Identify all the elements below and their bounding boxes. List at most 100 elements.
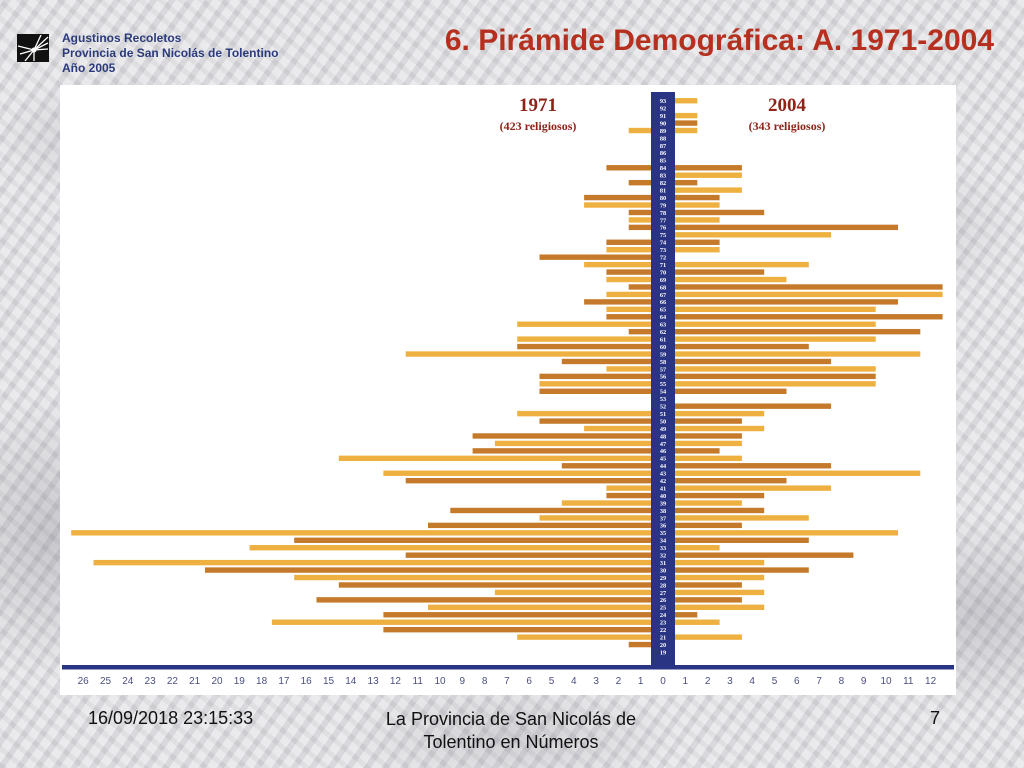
age-label: 75 bbox=[660, 232, 666, 239]
bar-2004-age-75 bbox=[675, 232, 832, 238]
org-year: Año 2005 bbox=[62, 61, 116, 75]
bar-2004-age-44 bbox=[675, 463, 832, 469]
age-label: 85 bbox=[660, 158, 666, 165]
age-label: 60 bbox=[660, 344, 666, 351]
bar-2004-age-39 bbox=[675, 500, 742, 506]
bars-1971 bbox=[71, 127, 651, 648]
x-tick-label: 8 bbox=[482, 676, 488, 687]
x-tick-label: 26 bbox=[78, 676, 90, 687]
bar-1971-age-71 bbox=[584, 261, 651, 268]
age-label: 65 bbox=[660, 307, 666, 314]
age-label: 73 bbox=[660, 247, 666, 254]
bar-2004-age-66 bbox=[675, 299, 898, 305]
x-tick-label: 5 bbox=[549, 676, 555, 687]
bar-2004-age-32 bbox=[675, 552, 854, 558]
x-tick-label: 16 bbox=[301, 676, 313, 687]
bar-2004-age-81 bbox=[675, 187, 742, 193]
age-label: 49 bbox=[660, 426, 666, 433]
x-tick-labels: 26 25 24 23 22 21 20 19 18 17 16 15 14 13 12 11 10 9 8 7 6 5 4… bbox=[78, 676, 937, 687]
bar-2004-age-45 bbox=[675, 455, 742, 462]
bar-1971-age-41 bbox=[606, 485, 651, 491]
bar-1971-age-68 bbox=[628, 284, 651, 290]
bar-1971-age-21 bbox=[517, 634, 651, 640]
bar-2004-age-60 bbox=[675, 343, 809, 350]
heading-2004: 2004 bbox=[768, 95, 807, 116]
bar-1971-age-74 bbox=[606, 239, 651, 245]
bar-1971-age-36 bbox=[428, 522, 651, 529]
bar-2004-age-90 bbox=[675, 120, 698, 126]
x-tick-label: 6 bbox=[526, 676, 532, 687]
age-label: 37 bbox=[660, 515, 666, 522]
bar-1971-age-35 bbox=[71, 530, 651, 536]
age-label: 56 bbox=[660, 374, 666, 381]
pyramid-svg: 9392919089888786858483828180797877767574… bbox=[62, 92, 954, 687]
age-label: 32 bbox=[660, 553, 666, 560]
x-tick-label: 7 bbox=[504, 676, 510, 687]
age-label: 76 bbox=[660, 225, 666, 232]
age-label: 25 bbox=[660, 605, 666, 612]
bar-2004-age-52 bbox=[675, 403, 832, 409]
bar-2004-age-69 bbox=[675, 276, 787, 283]
x-tick-label: 0 bbox=[660, 676, 666, 687]
bar-2004-age-43 bbox=[675, 470, 921, 476]
bar-1971-age-67 bbox=[606, 291, 651, 298]
bar-1971-age-58 bbox=[561, 358, 651, 365]
age-label: 64 bbox=[660, 314, 667, 321]
subheading-1971: (423 religiosos) bbox=[500, 119, 577, 133]
age-label: 86 bbox=[660, 150, 666, 157]
x-tick-label: 25 bbox=[100, 676, 112, 687]
age-label: 66 bbox=[660, 299, 666, 306]
age-label: 70 bbox=[660, 269, 666, 276]
age-label: 83 bbox=[660, 173, 666, 180]
bar-2004-age-47 bbox=[675, 440, 742, 447]
bar-2004-age-64 bbox=[675, 314, 943, 320]
age-label: 39 bbox=[660, 500, 666, 507]
bar-1971-age-78 bbox=[628, 209, 651, 216]
bar-1971-age-32 bbox=[405, 552, 651, 558]
bar-2004-age-35 bbox=[675, 530, 898, 536]
bar-1971-age-73 bbox=[606, 247, 651, 253]
age-labels: 9392919089888786858483828180797877767574… bbox=[660, 98, 667, 656]
bar-1971-age-61 bbox=[517, 336, 651, 342]
age-label: 53 bbox=[660, 396, 666, 403]
age-label: 20 bbox=[660, 642, 666, 649]
age-label: 44 bbox=[660, 463, 667, 470]
bar-2004-age-78 bbox=[675, 209, 765, 216]
x-tick-label: 18 bbox=[256, 676, 268, 687]
bar-1971-age-64 bbox=[606, 314, 651, 320]
bar-2004-age-74 bbox=[675, 239, 720, 245]
age-label: 72 bbox=[660, 255, 666, 262]
footer-date: 16/09/2018 23:15:33 bbox=[88, 708, 254, 728]
bar-2004-age-84 bbox=[675, 165, 742, 171]
bar-2004-age-23 bbox=[675, 619, 720, 625]
bar-2004-age-65 bbox=[675, 306, 876, 313]
x-tick-label: 24 bbox=[122, 676, 134, 687]
logo-star-icon bbox=[17, 34, 49, 62]
age-label: 84 bbox=[660, 165, 667, 172]
bar-1971-age-70 bbox=[606, 269, 651, 275]
bar-2004-age-67 bbox=[675, 291, 943, 298]
x-tick-label: 9 bbox=[460, 676, 466, 687]
age-label: 90 bbox=[660, 120, 666, 127]
bar-1971-age-37 bbox=[539, 515, 651, 521]
bar-2004-age-83 bbox=[675, 172, 742, 178]
bar-1971-age-89 bbox=[628, 127, 651, 134]
bar-1971-age-29 bbox=[294, 574, 651, 581]
age-label: 46 bbox=[660, 448, 666, 455]
bar-2004-age-76 bbox=[675, 224, 898, 231]
x-tick-label: 2 bbox=[616, 676, 622, 687]
age-label: 33 bbox=[660, 545, 666, 552]
x-tick-label: 10 bbox=[880, 676, 892, 687]
age-label: 26 bbox=[660, 597, 666, 604]
bar-2004-age-40 bbox=[675, 492, 765, 499]
age-label: 42 bbox=[660, 478, 666, 485]
x-tick-label: 10 bbox=[434, 676, 446, 687]
bar-2004-age-49 bbox=[675, 425, 765, 432]
age-label: 74 bbox=[660, 240, 667, 247]
bar-2004-age-80 bbox=[675, 194, 720, 201]
center-age-column bbox=[651, 92, 675, 665]
age-label: 81 bbox=[660, 187, 666, 194]
bar-2004-age-62 bbox=[675, 328, 921, 335]
age-label: 29 bbox=[660, 575, 666, 582]
bar-1971-age-79 bbox=[584, 202, 651, 208]
